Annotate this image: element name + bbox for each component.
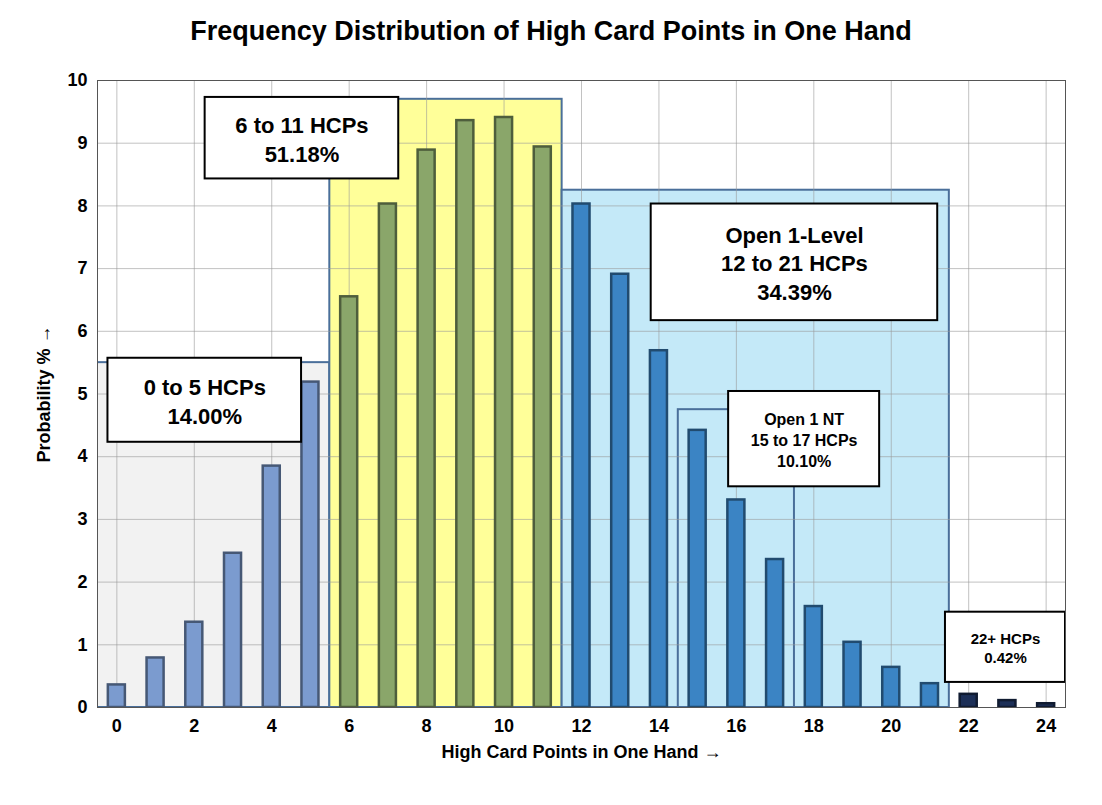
svg-text:6 to 11 HCPs51.18%: 6 to 11 HCPs51.18% [235,113,368,167]
svg-text:5: 5 [77,384,87,404]
svg-text:0 to 5 HCPs14.00%: 0 to 5 HCPs14.00% [144,375,266,429]
svg-text:1: 1 [77,635,87,655]
svg-text:10: 10 [494,716,514,736]
svg-text:Probability % →: Probability % → [34,325,54,462]
svg-text:Open 1 NT15 to 17 HCPs10.10%: Open 1 NT15 to 17 HCPs10.10% [751,411,858,470]
svg-text:20: 20 [881,716,901,736]
svg-text:12: 12 [571,716,591,736]
svg-text:16: 16 [726,716,746,736]
svg-text:0: 0 [112,716,122,736]
svg-text:8: 8 [77,196,87,216]
svg-text:24: 24 [1036,716,1056,736]
svg-text:8: 8 [422,716,432,736]
svg-text:22+ HCPs0.42%: 22+ HCPs0.42% [971,630,1041,667]
svg-text:3: 3 [77,509,87,529]
svg-text:4: 4 [77,446,87,466]
svg-text:6: 6 [344,716,354,736]
svg-text:7: 7 [77,258,87,278]
html-text:Frequency Distribution of High: Frequency Distribution of High Card Poin… [190,16,912,46]
svg-text:9: 9 [77,133,87,153]
svg-text:High Card Points in One Hand →: High Card Points in One Hand → [441,742,721,762]
svg-text:18: 18 [804,716,824,736]
svg-text:0: 0 [77,697,87,717]
svg-text:4: 4 [267,716,277,736]
svg-text:6: 6 [77,321,87,341]
svg-text:2: 2 [189,716,199,736]
svg-text:14: 14 [649,716,669,736]
svg-text:Open 1-Level12 to 21 HCPs34.39: Open 1-Level12 to 21 HCPs34.39% [721,223,868,305]
svg-text:10: 10 [67,70,87,90]
svg-text:2: 2 [77,572,87,592]
svg-text:22: 22 [959,716,979,736]
